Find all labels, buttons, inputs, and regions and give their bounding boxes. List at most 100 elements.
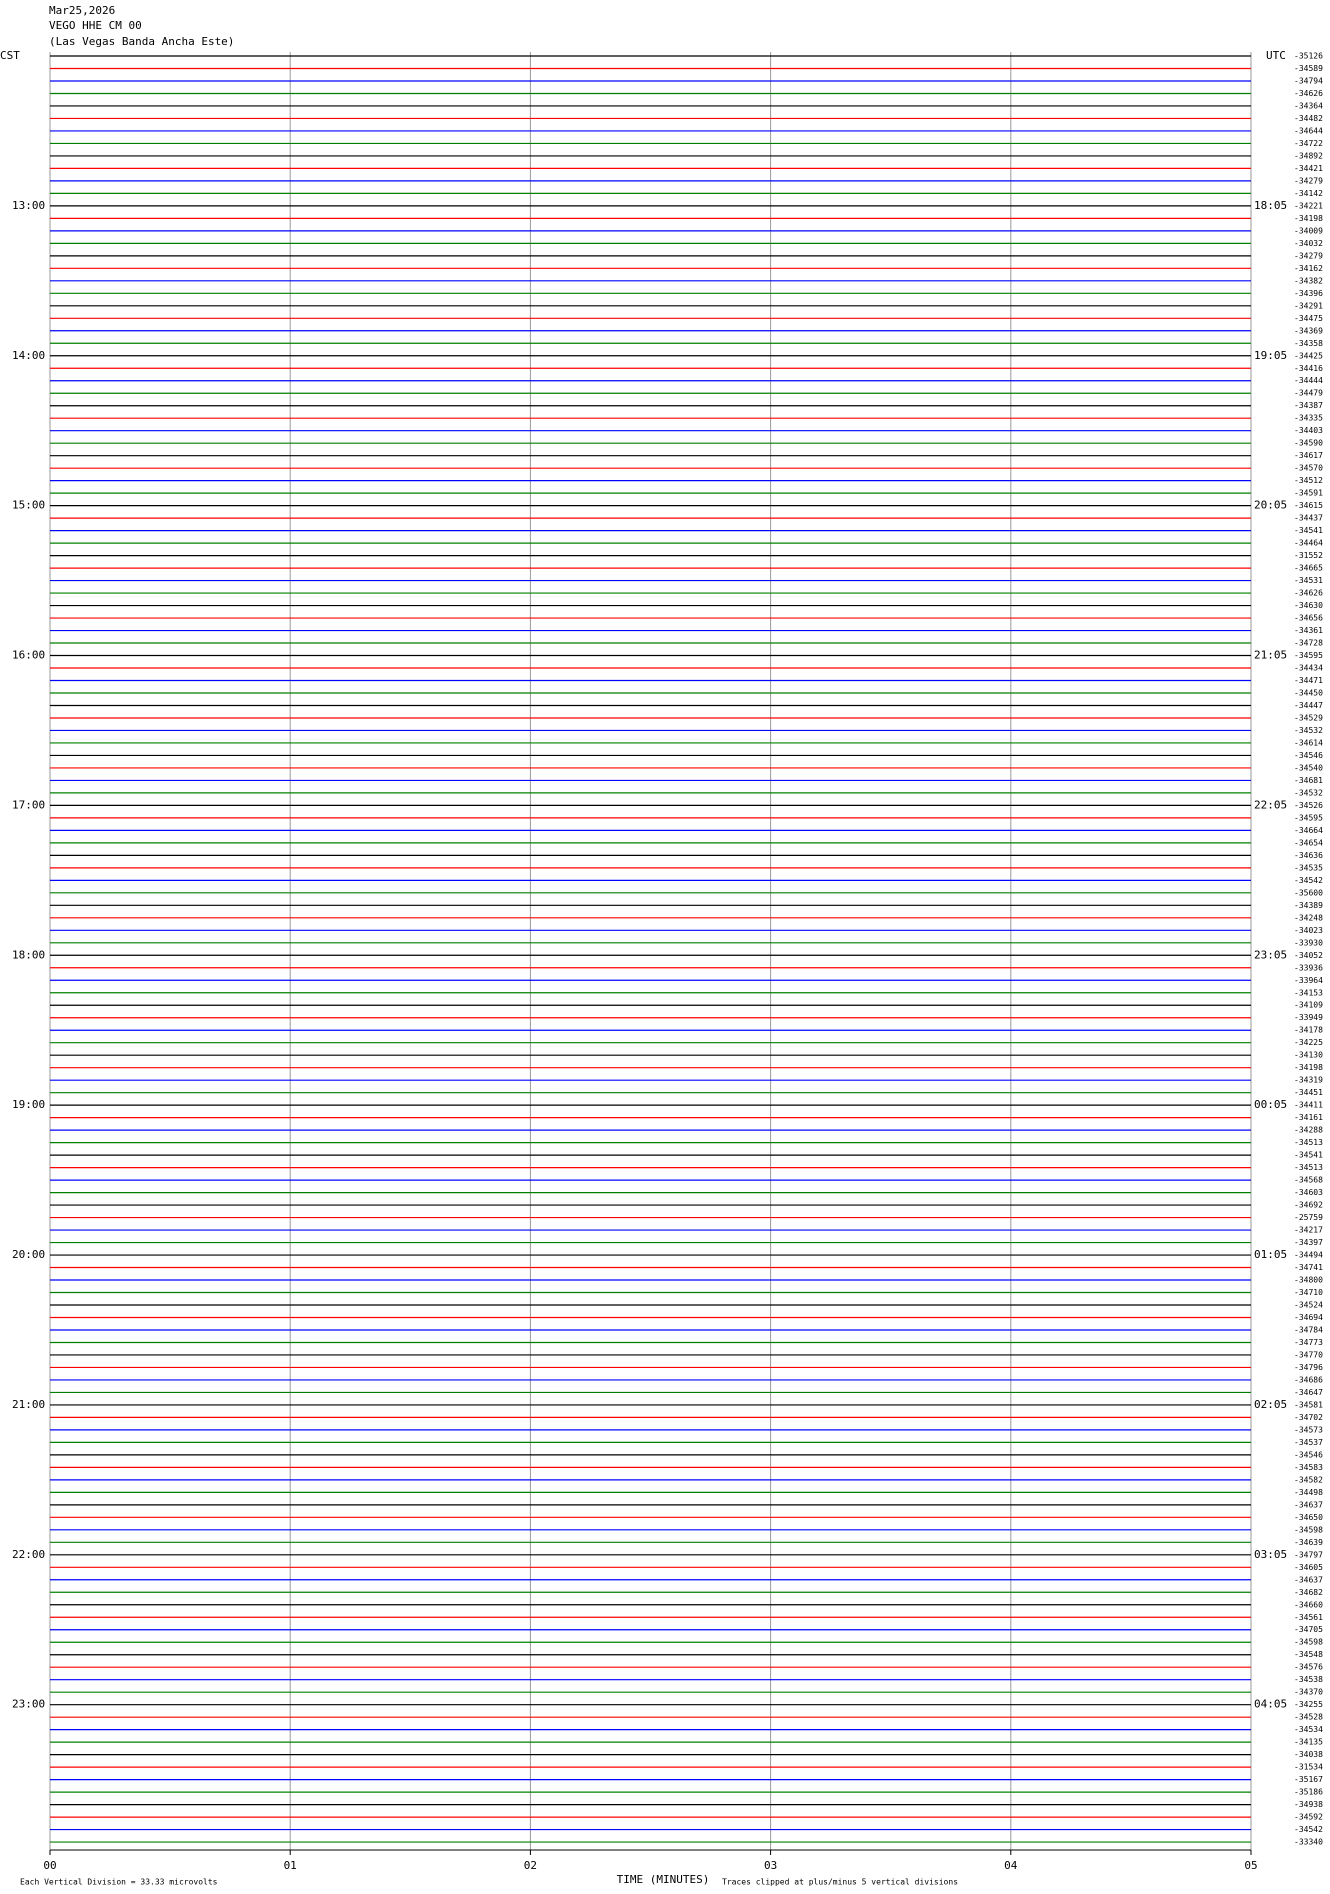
trace-offset: -34464	[1294, 539, 1323, 548]
trace-offset: -34797	[1294, 1550, 1323, 1559]
trace-offset: -34637	[1294, 1575, 1323, 1584]
trace-offset: -34198	[1294, 1063, 1323, 1072]
trace-offset: -34535	[1294, 863, 1323, 872]
trace-offset: -34639	[1294, 1538, 1323, 1547]
trace-offset: -34710	[1294, 1288, 1323, 1297]
trace-offset: -34546	[1294, 1450, 1323, 1459]
trace-offset: -34741	[1294, 1263, 1323, 1272]
left-axis-title: CST	[0, 49, 20, 62]
trace-offset: -34397	[1294, 1238, 1323, 1247]
trace-offset: -34770	[1294, 1350, 1323, 1359]
trace-offset: -34471	[1294, 676, 1323, 685]
trace-offset: -34800	[1294, 1276, 1323, 1285]
trace-offset: -35126	[1294, 52, 1323, 61]
trace-offset: -34794	[1294, 76, 1323, 85]
trace-offset: -34617	[1294, 451, 1323, 460]
x-tick-label: 02	[524, 1859, 537, 1872]
trace-offset: -34279	[1294, 176, 1323, 185]
left-hour-label: 13:00	[12, 199, 45, 212]
trace-offset: -34534	[1294, 1725, 1323, 1734]
trace-offset: -34686	[1294, 1375, 1323, 1384]
right-axis-title: UTC	[1266, 49, 1286, 62]
trace-offset: -34052	[1294, 951, 1323, 960]
trace-offset: -33340	[1294, 1838, 1323, 1847]
trace-offset: -34425	[1294, 351, 1323, 360]
trace-offset: -34161	[1294, 1113, 1323, 1122]
trace-offset: -34221	[1294, 201, 1323, 210]
footnote: Traces clipped at plus/minus 5 vertical …	[722, 1878, 958, 1887]
trace-offset: -35167	[1294, 1775, 1323, 1784]
trace-offset: -34451	[1294, 1088, 1323, 1097]
trace-offset: -34573	[1294, 1425, 1323, 1434]
trace-offset: -34568	[1294, 1176, 1323, 1185]
trace-offset: -34447	[1294, 701, 1323, 710]
right-hour-label: 04:05	[1254, 1698, 1287, 1711]
trace-offset: -34217	[1294, 1226, 1323, 1235]
trace-offset: -34784	[1294, 1325, 1323, 1334]
trace-offset: -34542	[1294, 1825, 1323, 1834]
trace-offset: -34548	[1294, 1650, 1323, 1659]
left-hour-label: 17:00	[12, 798, 45, 811]
trace-offset: -34892	[1294, 151, 1323, 160]
trace-offset: -34369	[1294, 326, 1323, 335]
trace-offset: -35186	[1294, 1788, 1323, 1797]
trace-offset: -34773	[1294, 1338, 1323, 1347]
trace-offset: -34364	[1294, 101, 1323, 110]
trace-offset: -34583	[1294, 1463, 1323, 1472]
right-hour-label: 19:05	[1254, 349, 1287, 362]
footnote: Each Vertical Division = 33.33 microvolt…	[20, 1878, 218, 1887]
right-hour-label: 21:05	[1254, 649, 1287, 662]
trace-offset: -34279	[1294, 251, 1323, 260]
trace-offset: -34513	[1294, 1138, 1323, 1147]
left-hour-label: 14:00	[12, 349, 45, 362]
trace-offset: -34526	[1294, 801, 1323, 810]
trace-offset: -34038	[1294, 1750, 1323, 1759]
trace-offset: -34382	[1294, 276, 1323, 285]
trace-offset: -31552	[1294, 551, 1323, 560]
left-hour-label: 22:00	[12, 1548, 45, 1561]
trace-offset: -34109	[1294, 1001, 1323, 1010]
station-name: (Las Vegas Banda Ancha Este)	[49, 35, 234, 48]
trace-offset: -34248	[1294, 913, 1323, 922]
trace-offset: -35600	[1294, 888, 1323, 897]
trace-offset: -34692	[1294, 1201, 1323, 1210]
trace-offset: -34682	[1294, 1588, 1323, 1597]
trace-offset: -34434	[1294, 664, 1323, 673]
trace-offset: -34614	[1294, 738, 1323, 747]
trace-offset: -34705	[1294, 1625, 1323, 1634]
trace-offset: -34498	[1294, 1488, 1323, 1497]
trace-offset: -34421	[1294, 164, 1323, 173]
trace-offset: -34576	[1294, 1663, 1323, 1672]
trace-offset: -34532	[1294, 726, 1323, 735]
trace-offset: -34702	[1294, 1413, 1323, 1422]
trace-offset: -34546	[1294, 751, 1323, 760]
trace-offset: -34542	[1294, 876, 1323, 885]
trace-offset: -34319	[1294, 1076, 1323, 1085]
left-hour-label: 23:00	[12, 1698, 45, 1711]
trace-offset: -34198	[1294, 214, 1323, 223]
trace-offset: -34541	[1294, 1151, 1323, 1160]
right-hour-label: 02:05	[1254, 1398, 1287, 1411]
trace-offset: -34615	[1294, 501, 1323, 510]
trace-offset: -34361	[1294, 626, 1323, 635]
trace-offset: -34630	[1294, 601, 1323, 610]
trace-offset: -34370	[1294, 1688, 1323, 1697]
x-tick-label: 00	[43, 1859, 56, 1872]
trace-offset: -34665	[1294, 564, 1323, 573]
trace-offset: -33930	[1294, 938, 1323, 947]
trace-offset: -34728	[1294, 639, 1323, 648]
trace-offset: -34644	[1294, 126, 1323, 135]
trace-offset: -34403	[1294, 426, 1323, 435]
trace-offset: -34598	[1294, 1638, 1323, 1647]
trace-offset: -34538	[1294, 1675, 1323, 1684]
x-tick-label: 05	[1244, 1859, 1257, 1872]
trace-offset: -34654	[1294, 838, 1323, 847]
trace-offset: -34023	[1294, 926, 1323, 935]
trace-offset: -34225	[1294, 1038, 1323, 1047]
trace-offset: -33964	[1294, 976, 1323, 985]
left-hour-label: 21:00	[12, 1398, 45, 1411]
trace-offset: -34656	[1294, 614, 1323, 623]
trace-offset: -34135	[1294, 1738, 1323, 1747]
trace-offset: -34130	[1294, 1051, 1323, 1060]
right-hour-label: 03:05	[1254, 1548, 1287, 1561]
